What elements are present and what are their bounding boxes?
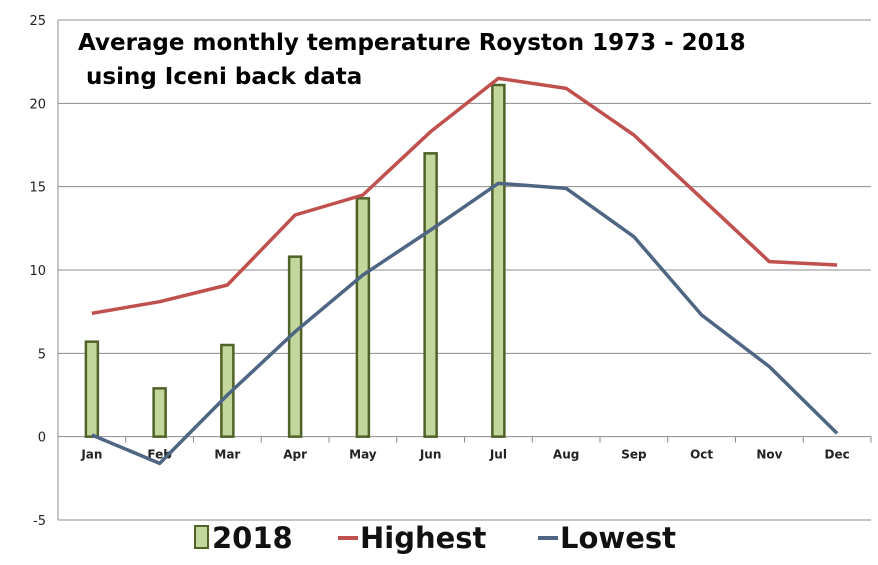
x-tick-label: Dec xyxy=(825,448,850,462)
x-tick-label: Mar xyxy=(214,448,240,462)
x-tick-label: Jun xyxy=(419,448,442,462)
chart-title-line2: using Iceni back data xyxy=(78,64,362,90)
x-tick-label: Jul xyxy=(489,448,507,462)
y-tick-label: 10 xyxy=(29,264,46,279)
line-highest xyxy=(91,76,838,316)
x-tick-label: Aug xyxy=(553,448,579,462)
legend-swatch-2018 xyxy=(194,525,209,549)
series-lines xyxy=(91,76,839,466)
y-tick-label: 20 xyxy=(29,97,46,112)
line-lowest xyxy=(91,181,839,466)
x-tick-label: Nov xyxy=(756,448,782,462)
legend-label-lowest: Lowest xyxy=(560,521,676,555)
y-tick-label: 0 xyxy=(38,431,46,446)
x-tick-label: Sep xyxy=(621,448,647,462)
y-tick-label: -5 xyxy=(33,514,46,529)
x-axis-tick-labels: Jan Feb Mar Apr May Jun Jul Aug Sep Oct Nov Dec xyxy=(80,448,849,462)
y-axis-tick-labels: -5 0 5 10 15 20 25 xyxy=(29,14,46,529)
bar-2018 xyxy=(287,255,303,438)
chart-title-line1: Average monthly temperature Royston 1973… xyxy=(78,30,746,56)
x-tick-label: Jan xyxy=(80,448,102,462)
bar-2018 xyxy=(355,197,371,438)
bars-2018 xyxy=(84,83,506,438)
legend: 2018 Highest Lowest xyxy=(194,521,676,555)
bar-2018 xyxy=(491,83,506,438)
y-tick-label: 15 xyxy=(29,181,46,196)
bar-2018 xyxy=(423,152,438,438)
x-tick-label: Oct xyxy=(690,448,713,462)
y-tick-label: 5 xyxy=(38,347,46,362)
x-tick-label: May xyxy=(349,448,377,462)
bar-2018 xyxy=(152,387,167,438)
bar-2018 xyxy=(84,340,100,438)
legend-label-highest: Highest xyxy=(360,521,487,555)
legend-label-2018: 2018 xyxy=(212,521,293,555)
y-tick-label: 25 xyxy=(29,14,46,29)
x-tick-label: Apr xyxy=(283,448,307,462)
x-axis xyxy=(57,436,872,443)
